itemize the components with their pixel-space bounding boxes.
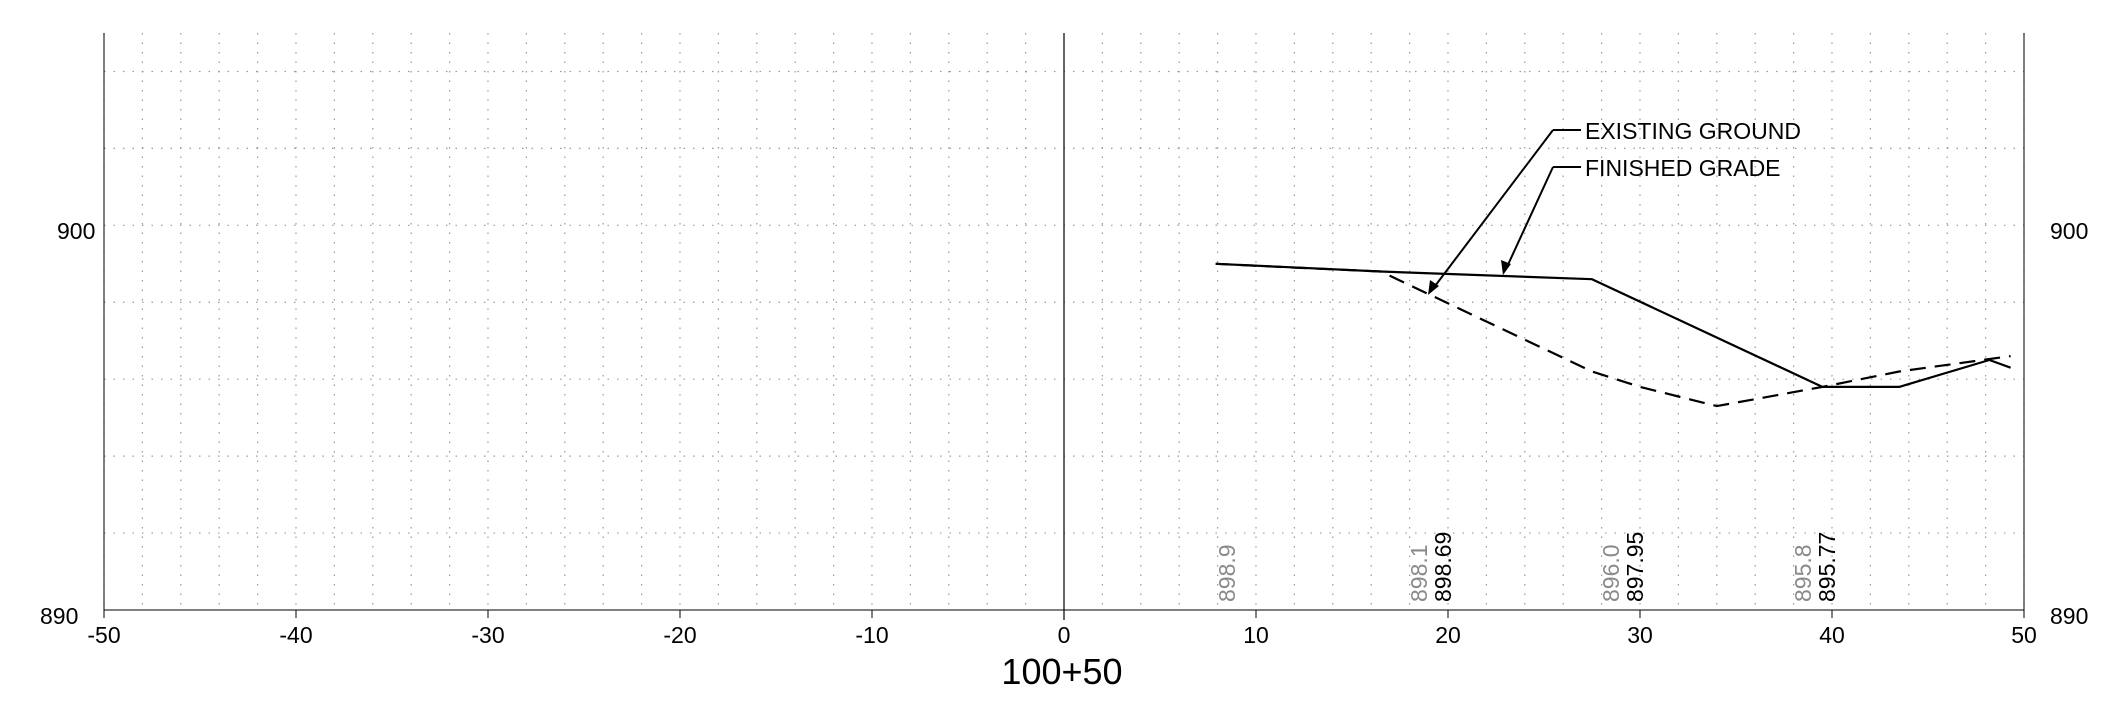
finished-elevation-label: 895.77 xyxy=(1814,532,1840,602)
offset-tick-label: 40 xyxy=(1819,622,1845,648)
existing-elevation-label: 896.0 xyxy=(1598,544,1624,602)
offset-tick-label: -20 xyxy=(663,622,696,648)
arrowhead-icon xyxy=(1501,260,1511,275)
station-label: 100+50 xyxy=(1001,651,1122,692)
existing-ground-label: EXISTING GROUND xyxy=(1585,118,1801,144)
existing-ground-leader-arrow-line xyxy=(1431,129,1554,291)
existing-elevation-label: 895.8 xyxy=(1790,544,1816,602)
finished-grade-label: FINISHED GRADE xyxy=(1585,155,1781,181)
profile-lines xyxy=(1215,262,2011,408)
elevation-label-left-890: 890 xyxy=(40,603,78,629)
finished-grade-leader: FINISHED GRADE xyxy=(1501,155,1781,275)
existing-elevation-label: 898.1 xyxy=(1406,544,1432,602)
offset-tick-label: 30 xyxy=(1627,622,1653,648)
existing-ground-line xyxy=(1215,262,2011,408)
offset-tick-label: 20 xyxy=(1435,622,1461,648)
existing-elevation-label: 898.9 xyxy=(1214,544,1240,602)
finished-elevation-label: 898.69 xyxy=(1430,532,1456,602)
offset-tick-label: 0 xyxy=(1058,622,1071,648)
offset-tick-label: 10 xyxy=(1243,622,1269,648)
offset-axis: -50 -40 -30 -20 -10 0 10 20 30 40 50 xyxy=(87,610,2037,648)
offset-tick-label: -10 xyxy=(855,622,888,648)
offset-tick-label: -50 xyxy=(87,622,120,648)
elevation-label-right-900: 900 xyxy=(2050,218,2088,244)
arrowhead-icon xyxy=(1428,280,1439,295)
elevation-label-left-900: 900 xyxy=(57,218,95,244)
elevation-label-right-890: 890 xyxy=(2050,603,2088,629)
finished-grade-leader-arrow-line xyxy=(1505,166,1554,270)
offset-tick-label: -30 xyxy=(471,622,504,648)
finished-elevation-label: 897.95 xyxy=(1622,532,1648,602)
existing-ground-leader: EXISTING GROUND xyxy=(1428,118,1801,295)
offset-tick-label: -40 xyxy=(279,622,312,648)
offset-tick-label: 50 xyxy=(2011,622,2037,648)
finished-grade-line xyxy=(1215,262,2011,388)
